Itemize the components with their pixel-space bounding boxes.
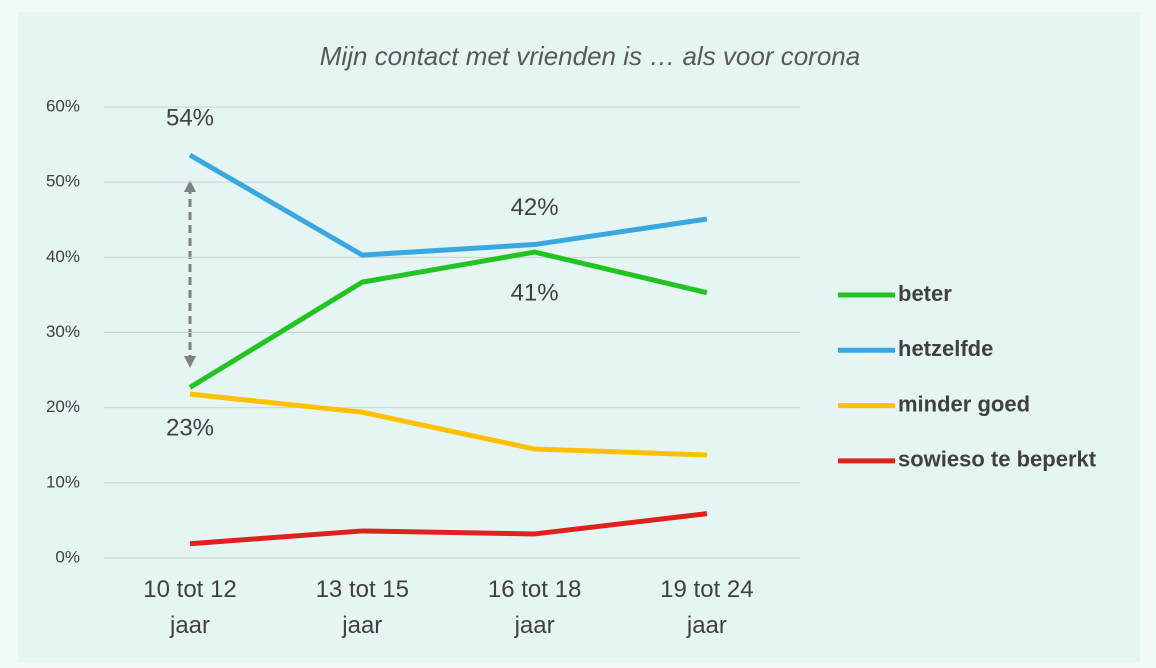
x-tick-label: 10 tot 12 jaar (143, 576, 237, 639)
chart-panel (18, 12, 1140, 662)
series-line (188, 152, 708, 258)
chart-title: Mijn contact met vrienden is … als voor … (320, 41, 860, 71)
y-tick-label: 20% (46, 397, 80, 416)
data-label: 42% (511, 194, 559, 221)
y-tick-label: 60% (46, 96, 80, 115)
y-tick-label: 50% (46, 172, 80, 191)
data-label: 54% (166, 104, 214, 131)
legend-label: minder goed (898, 391, 1030, 416)
x-tick-label: 13 tot 15 jaar (315, 576, 409, 639)
y-tick-label: 40% (46, 247, 80, 266)
x-tick-label: 19 tot 24 jaar (660, 576, 754, 639)
series-line (188, 249, 708, 390)
y-tick-label: 10% (46, 472, 80, 491)
series-line (189, 391, 707, 458)
data-label: 41% (511, 279, 559, 306)
y-tick-label: 30% (46, 322, 80, 341)
data-label: 23% (166, 415, 214, 442)
legend-label: beter (898, 281, 952, 306)
legend-label: sowieso te beperkt (898, 447, 1097, 472)
x-tick-label: 16 tot 18 jaar (487, 576, 582, 639)
legend-label: hetzelfde (898, 336, 993, 361)
series-line (189, 511, 708, 547)
y-tick-label: 0% (55, 547, 80, 566)
